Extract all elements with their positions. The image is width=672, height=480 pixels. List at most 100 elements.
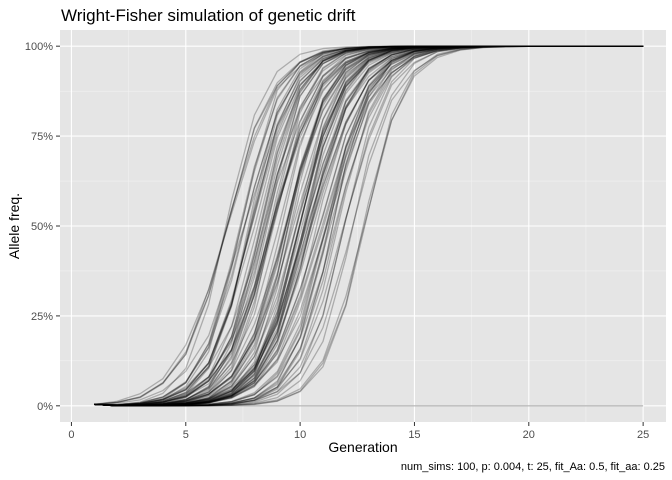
series-line: [94, 45, 644, 406]
series-line: [94, 45, 644, 407]
series-line: [94, 45, 644, 407]
series-line: [94, 45, 644, 407]
y-tick-label: 75%: [31, 131, 53, 143]
y-axis-ticks: 0% 25% 50% 75% 100%: [25, 41, 60, 413]
series-line: [94, 45, 644, 407]
y-tick-label: 25%: [31, 311, 53, 323]
series-line: [94, 45, 644, 407]
series-line: [94, 45, 644, 407]
series-line: [94, 45, 644, 407]
series-lines: [94, 45, 644, 407]
series-line: [94, 45, 644, 407]
series-line: [94, 45, 644, 406]
series-line: [94, 45, 644, 407]
series-line: [94, 45, 644, 407]
series-line: [94, 45, 644, 406]
series-line: [94, 45, 644, 407]
series-line: [94, 45, 644, 407]
series-line: [94, 45, 644, 407]
series-line: [94, 45, 644, 406]
series-line: [94, 45, 644, 406]
series-line: [94, 45, 644, 407]
x-tick-label: 0: [68, 429, 74, 441]
series-line: [94, 45, 644, 407]
y-axis-label: Allele freq.: [6, 193, 22, 259]
series-line: [94, 45, 644, 406]
series-line: [94, 45, 644, 407]
series-line: [94, 45, 644, 407]
caption: num_sims: 100, p: 0.004, t: 25, fit_Aa: …: [401, 461, 665, 473]
series-line: [94, 45, 644, 407]
x-axis-ticks: 0 5 10 15 20 25: [68, 422, 649, 441]
series-line: [94, 45, 644, 407]
series-line: [94, 45, 644, 407]
x-tick-label: 10: [294, 429, 306, 441]
series-line: [94, 45, 644, 407]
series-line: [94, 45, 644, 406]
series-line: [94, 45, 644, 407]
grid-major: [60, 30, 666, 422]
series-line: [94, 45, 644, 406]
series-line: [94, 45, 644, 407]
series-line: [94, 45, 644, 407]
series-line: [94, 45, 644, 406]
series-line: [94, 45, 644, 407]
series-line: [94, 45, 644, 407]
series-line: [94, 45, 644, 407]
series-line: [94, 45, 644, 407]
series-line: [94, 45, 644, 407]
series-line: [94, 45, 644, 407]
series-line: [94, 45, 644, 407]
y-tick-label: 0%: [37, 401, 53, 413]
series-line: [94, 45, 644, 407]
series-line: [94, 45, 644, 407]
x-tick-label: 15: [408, 429, 420, 441]
series-line: [94, 45, 644, 407]
x-tick-label: 25: [637, 429, 649, 441]
series-line: [94, 45, 644, 407]
x-axis-label: Generation: [328, 439, 397, 455]
series-line: [94, 45, 644, 407]
y-tick-label: 100%: [25, 41, 53, 53]
series-line: [94, 45, 644, 407]
series-line: [94, 45, 644, 407]
series-line: [94, 45, 644, 406]
series-line: [94, 45, 644, 406]
series-line: [94, 45, 644, 407]
series-line: [94, 45, 644, 407]
series-line: [94, 45, 644, 407]
series-line: [94, 45, 644, 407]
series-line: [94, 45, 644, 407]
series-line: [94, 45, 644, 407]
series-line: [94, 45, 644, 407]
x-tick-label: 5: [183, 429, 189, 441]
series-line: [94, 45, 644, 407]
series-line: [94, 45, 644, 406]
series-line: [94, 45, 644, 406]
series-line: [94, 45, 644, 407]
series-line: [94, 45, 644, 406]
series-line: [94, 45, 644, 407]
series-line: [94, 45, 644, 407]
series-line: [94, 45, 644, 407]
series-line: [94, 45, 644, 406]
series-line: [94, 45, 644, 407]
series-line: [94, 45, 644, 407]
x-tick-label: 20: [523, 429, 535, 441]
series-line: [94, 45, 644, 407]
series-line: [94, 45, 644, 407]
series-line: [94, 45, 644, 407]
series-line: [94, 45, 644, 407]
series-line: [94, 45, 644, 406]
series-line: [94, 45, 644, 407]
series-line: [94, 45, 644, 407]
series-line: [94, 45, 644, 407]
chart-title: Wright-Fisher simulation of genetic drif…: [61, 6, 356, 25]
series-line: [94, 45, 644, 406]
series-line: [94, 45, 644, 406]
series-line: [94, 45, 644, 406]
series-line: [94, 45, 644, 407]
series-line: [94, 45, 644, 407]
series-line: [94, 45, 644, 407]
